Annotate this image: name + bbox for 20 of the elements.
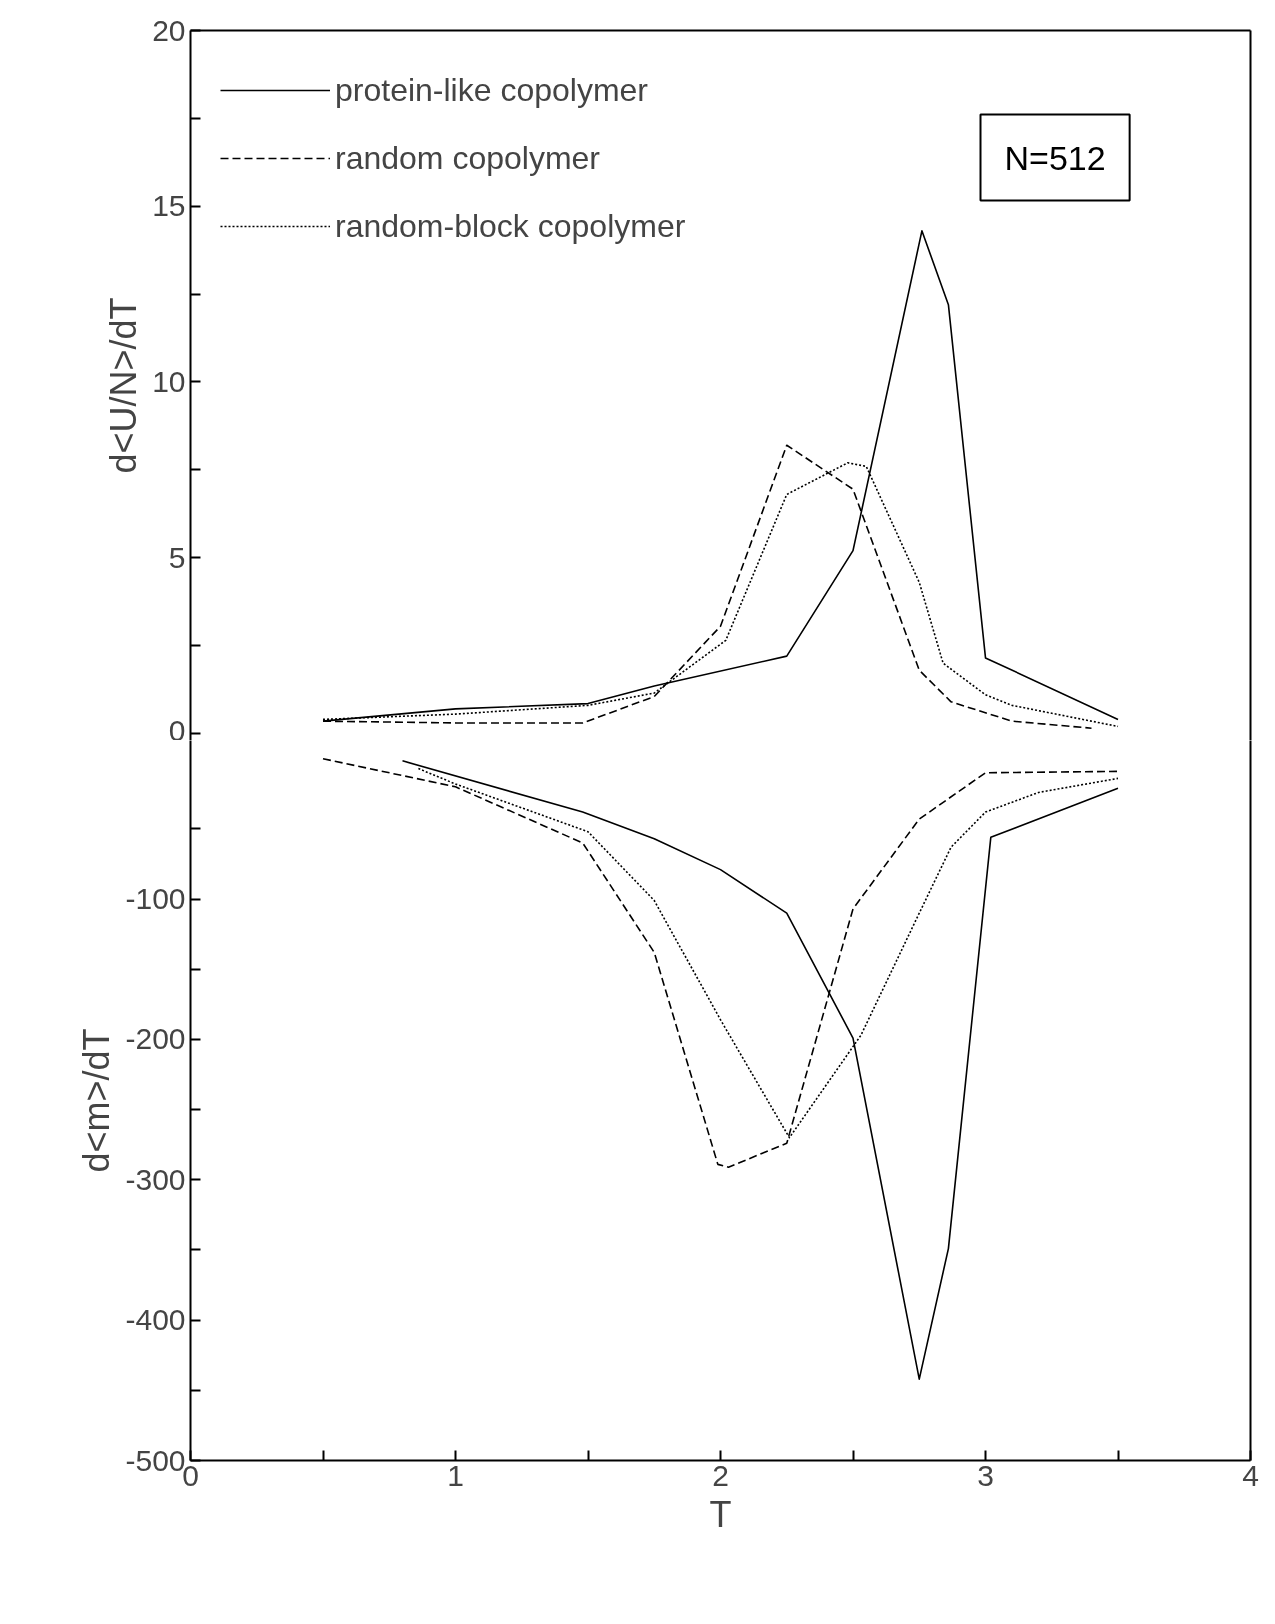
- y-tick-label: 10: [152, 364, 186, 398]
- annotation: N=512: [1004, 138, 1106, 177]
- x-tick-label: 3: [977, 1458, 994, 1492]
- y-axis-title: d<m>/dT: [76, 1028, 118, 1173]
- y-axis-title: d<U/N>/dT: [103, 297, 145, 474]
- x-tick-label: 4: [1242, 1458, 1259, 1492]
- legend-label: random-block copolymer: [335, 206, 686, 246]
- y-tick-label: -100: [125, 882, 186, 916]
- y-tick-label: 0: [168, 713, 186, 747]
- legend-label: protein-like copolymer: [335, 70, 649, 110]
- x-axis-title: T: [709, 1493, 732, 1535]
- y-tick-label: 5: [168, 540, 186, 574]
- y-tick-label: 15: [152, 189, 186, 223]
- y-tick-label: -200: [125, 1022, 186, 1056]
- y-tick-label: -400: [125, 1303, 186, 1337]
- legend-label: random copolymer: [335, 138, 600, 178]
- x-tick-label: 1: [447, 1458, 464, 1492]
- x-tick-label: 2: [712, 1458, 729, 1492]
- y-tick-label: -300: [125, 1162, 186, 1196]
- y-tick-label: 20: [152, 13, 186, 47]
